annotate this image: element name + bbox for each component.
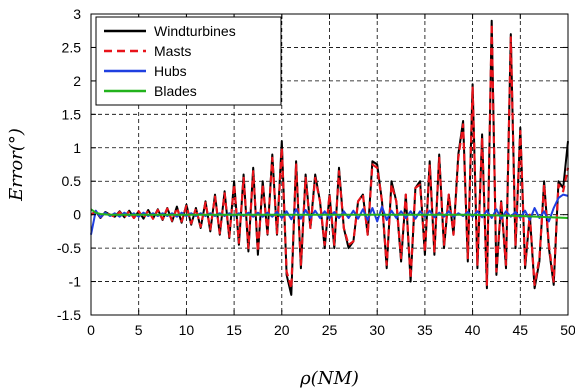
legend-label-blades: Blades bbox=[154, 83, 197, 99]
y-axis-label: Error(°) bbox=[6, 128, 27, 202]
legend-label-masts: Masts bbox=[154, 43, 191, 59]
x-tick-label: 0 bbox=[87, 322, 95, 338]
x-tick-label: 40 bbox=[465, 322, 481, 338]
y-tick-label: 2 bbox=[73, 73, 81, 89]
series-line-blades bbox=[90, 208, 569, 219]
y-tick-label: -1.5 bbox=[57, 307, 81, 323]
x-tick-label: 10 bbox=[179, 322, 195, 338]
x-tick-label: 25 bbox=[322, 322, 338, 338]
legend-label-windturbines: Windturbines bbox=[154, 23, 236, 39]
x-tick-label: 20 bbox=[274, 322, 290, 338]
x-tick-label: 35 bbox=[417, 322, 433, 338]
x-tick-label: 50 bbox=[560, 322, 575, 338]
x-axis-label: ρ(NM) bbox=[299, 368, 359, 389]
y-tick-label: -1 bbox=[69, 274, 82, 290]
x-tick-label: 30 bbox=[369, 322, 385, 338]
series-layer bbox=[90, 19, 570, 296]
x-tick-label: 45 bbox=[513, 322, 529, 338]
y-tick-label: 1 bbox=[73, 140, 81, 156]
y-tick-label: 3 bbox=[73, 6, 81, 22]
legend: Windturbines Masts Hubs Blades bbox=[95, 16, 282, 106]
y-tick-label: 0.5 bbox=[62, 173, 82, 189]
x-tick-label: 15 bbox=[226, 322, 242, 338]
y-tick-label: 1.5 bbox=[62, 106, 82, 122]
axis-ticks bbox=[90, 13, 569, 316]
legend-label-hubs: Hubs bbox=[154, 63, 187, 79]
x-tick-label: 5 bbox=[135, 322, 143, 338]
series-line-masts bbox=[90, 22, 570, 290]
tick-labels: 0 5 10 15 20 25 30 35 40 45 50 3 2.5 2 1.5 1 0.5 0 -0.5 -1 -… bbox=[57, 6, 575, 338]
y-tick-label: 2.5 bbox=[62, 39, 82, 55]
y-tick-label: -0.5 bbox=[57, 240, 81, 256]
y-tick-label: 0 bbox=[73, 207, 81, 223]
